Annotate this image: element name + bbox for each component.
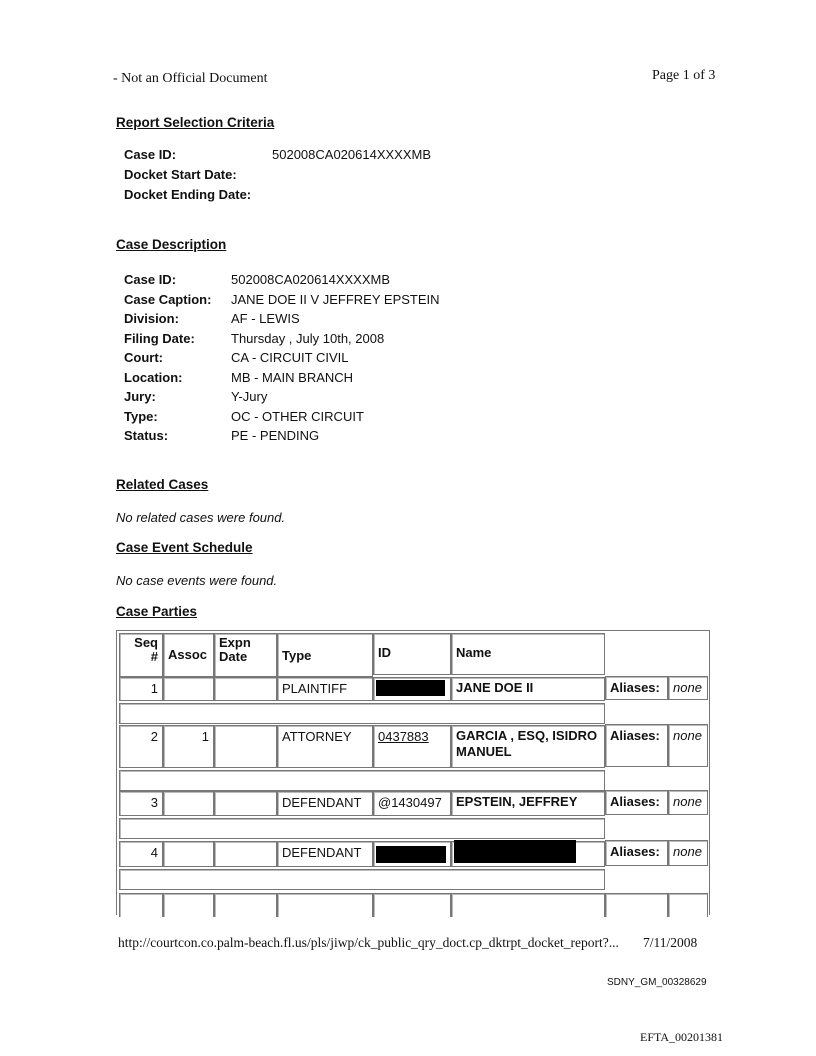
case-description-title: Case Description: [116, 237, 227, 252]
footer-url: http://courtcon.co.palm-beach.fl.us/pls/…: [118, 935, 619, 950]
cell-expn: [214, 677, 277, 701]
case-parties-title: Case Parties: [116, 604, 198, 619]
cell-type: ATTORNEY: [277, 725, 373, 768]
field-label: Court:: [124, 350, 163, 365]
header-type: Type: [277, 633, 373, 677]
aliases-label: Aliases:: [605, 840, 668, 866]
disclaimer: - Not an Official Document: [113, 71, 268, 86]
field-value: MB - MAIN BRANCH: [231, 369, 354, 385]
related-cases-title: Related Cases: [116, 477, 209, 492]
header-name: Name: [451, 633, 605, 675]
table-row-partial: [277, 893, 373, 917]
field-label: Jury:: [124, 389, 156, 404]
field-label: Location:: [124, 369, 183, 385]
criteria-label: Case ID:: [124, 147, 177, 162]
criteria-label: Docket Ending Date:: [124, 187, 252, 202]
efta-number: EFTA_00201381: [640, 1030, 724, 1044]
criteria-title: Report Selection Criteria: [116, 115, 275, 130]
field-value: 502008CA020614XXXXMB: [231, 272, 391, 287]
field-value: CA - CIRCUIT CIVIL: [231, 350, 349, 365]
cell-type: DEFENDANT: [277, 841, 373, 867]
field-value: JANE DOE II V JEFFREY EPSTEIN: [231, 291, 440, 307]
table-row-partial: [214, 893, 277, 917]
cell-name: EPSTEIN, JEFFREY: [451, 791, 605, 816]
field-label: Status:: [124, 428, 169, 443]
criteria-value: 502008CA020614XXXXMB: [272, 147, 432, 162]
cell-id: @1430497: [373, 791, 451, 816]
field-value: Thursday , July 10th, 2008: [231, 330, 385, 346]
aliases-value: none: [668, 724, 708, 767]
table-row-partial: [668, 893, 708, 917]
table-frame: [116, 630, 710, 915]
field-label: Case ID:: [124, 272, 177, 287]
aliases-value: none: [668, 790, 708, 815]
row-spacer: [119, 869, 605, 890]
cell-seq: 1: [119, 677, 163, 701]
table-row-partial: [163, 893, 214, 917]
aliases-label: Aliases:: [605, 790, 668, 815]
cell-expn: [214, 841, 277, 867]
field-label: Division:: [124, 311, 179, 326]
cell-type: DEFENDANT: [277, 791, 373, 816]
aliases-label: Aliases:: [605, 676, 668, 700]
redaction-block: [454, 840, 576, 863]
table-row-partial: [119, 893, 163, 917]
criteria-label: Docket Start Date:: [124, 167, 237, 182]
cell-seq: 4: [119, 841, 163, 867]
page-number: Page 1 of 3: [652, 68, 716, 83]
aliases-label: Aliases:: [605, 724, 668, 767]
cell-seq: 2: [119, 725, 163, 768]
table-row-partial: [605, 893, 668, 917]
event-schedule-title: Case Event Schedule: [116, 540, 253, 555]
header-id: ID: [373, 633, 451, 675]
aliases-value: none: [668, 840, 708, 866]
row-spacer: [119, 818, 605, 839]
field-value: PE - PENDING: [231, 428, 320, 443]
bates-number: SDNY_GM_00328629: [607, 977, 707, 988]
table-row-partial: [373, 893, 451, 917]
footer-date: 7/11/2008: [643, 935, 698, 950]
cell-assoc: [163, 677, 214, 701]
field-label: Filing Date:: [124, 330, 195, 346]
cell-id: 0437883: [373, 725, 451, 768]
header-seq: Seq #: [119, 633, 163, 677]
table-row-partial: [451, 893, 605, 917]
field-value: OC - OTHER CIRCUIT: [231, 408, 364, 424]
related-cases-text: No related cases were found.: [116, 510, 286, 525]
cell-assoc: [163, 791, 214, 816]
row-spacer: [119, 770, 605, 791]
cell-expn: [214, 791, 277, 816]
aliases-value: none: [668, 676, 708, 700]
cell-type: PLAINTIFF: [277, 677, 373, 701]
field-value: Y-Jury: [231, 389, 268, 404]
field-label: Case Caption:: [124, 291, 212, 307]
cell-expn: [214, 725, 277, 768]
header-assoc: Assoc: [163, 633, 214, 677]
event-schedule-text: No case events were found.: [116, 573, 278, 588]
cell-seq: 3: [119, 791, 163, 816]
redaction-block: [376, 846, 446, 863]
header-expn-date: Expn Date: [214, 633, 277, 677]
field-value: AF - LEWIS: [231, 311, 300, 326]
cell-name: GARCIA , ESQ, ISIDRO MANUEL: [451, 725, 605, 768]
cell-assoc: 1: [163, 725, 214, 768]
cell-assoc: [163, 841, 214, 867]
cell-name: JANE DOE II: [451, 677, 605, 701]
field-label: Type:: [124, 408, 158, 424]
redaction-block: [376, 680, 445, 696]
row-spacer: [119, 703, 605, 724]
